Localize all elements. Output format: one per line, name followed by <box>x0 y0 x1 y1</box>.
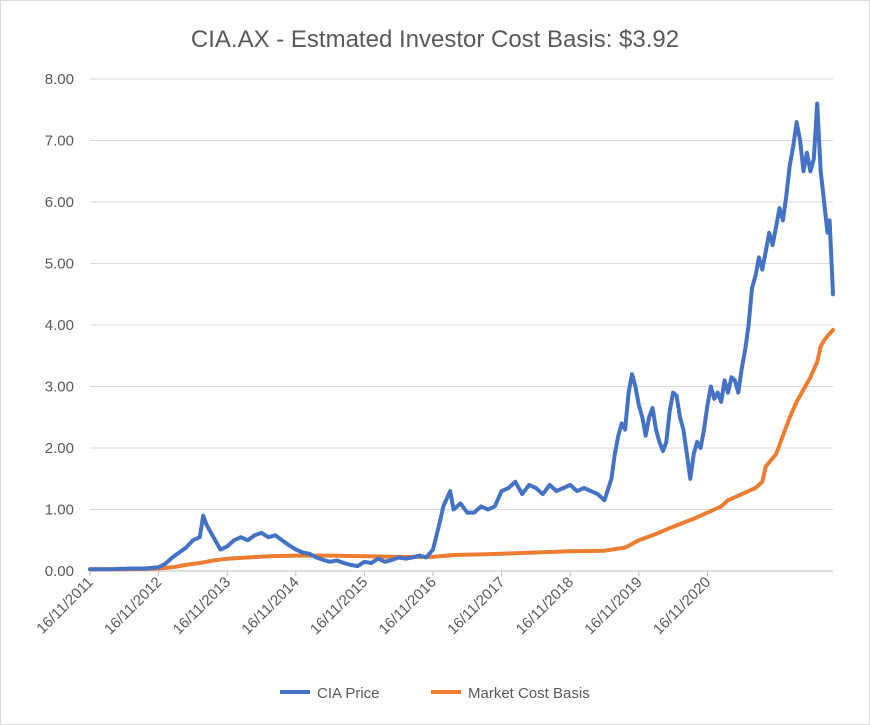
x-tick-label: 16/11/2019 <box>581 574 645 638</box>
y-tick-label: 7.00 <box>45 133 74 150</box>
legend-label-market-cost-basis: Market Cost Basis <box>468 685 590 702</box>
y-axis-ticks: 0.00 1.00 2.00 3.00 4.00 5.00 6.00 7.00 8.00 <box>45 71 74 580</box>
y-tick-label: 1.00 <box>45 502 74 519</box>
x-tick-label: 16/11/2011 <box>33 574 97 638</box>
y-tick-label: 8.00 <box>45 71 74 88</box>
y-tick-label: 2.00 <box>45 440 74 457</box>
x-tick-label: 16/11/2020 <box>650 574 714 638</box>
y-tick-label: 3.00 <box>45 379 74 396</box>
series-line-market-cost-basis <box>88 327 835 572</box>
x-tick-label: 16/11/2016 <box>376 574 440 638</box>
grid-lines <box>90 78 833 572</box>
x-tick-label: 16/11/2017 <box>444 574 508 638</box>
series-lines <box>88 101 835 572</box>
legend-label-cia-price: CIA Price <box>317 685 380 702</box>
y-tick-label: 0.00 <box>45 563 74 580</box>
x-tick-label: 16/11/2014 <box>238 574 302 638</box>
x-tick-label: 16/11/2013 <box>170 574 234 638</box>
x-axis-ticks: 16/11/2011 16/11/2012 16/11/2013 16/11/2014… <box>33 571 714 638</box>
y-tick-label: 6.00 <box>45 194 74 211</box>
x-tick-label: 16/11/2015 <box>307 574 371 638</box>
series-line-cia-price <box>88 101 835 572</box>
chart-title: CIA.AX - Estmated Investor Cost Basis: $… <box>191 26 679 53</box>
x-tick-label: 16/11/2018 <box>513 574 577 638</box>
y-tick-label: 5.00 <box>45 256 74 273</box>
x-tick-label: 16/11/2012 <box>101 574 165 638</box>
legend: CIA Price Market Cost Basis <box>280 685 590 702</box>
y-tick-label: 4.00 <box>45 317 74 334</box>
